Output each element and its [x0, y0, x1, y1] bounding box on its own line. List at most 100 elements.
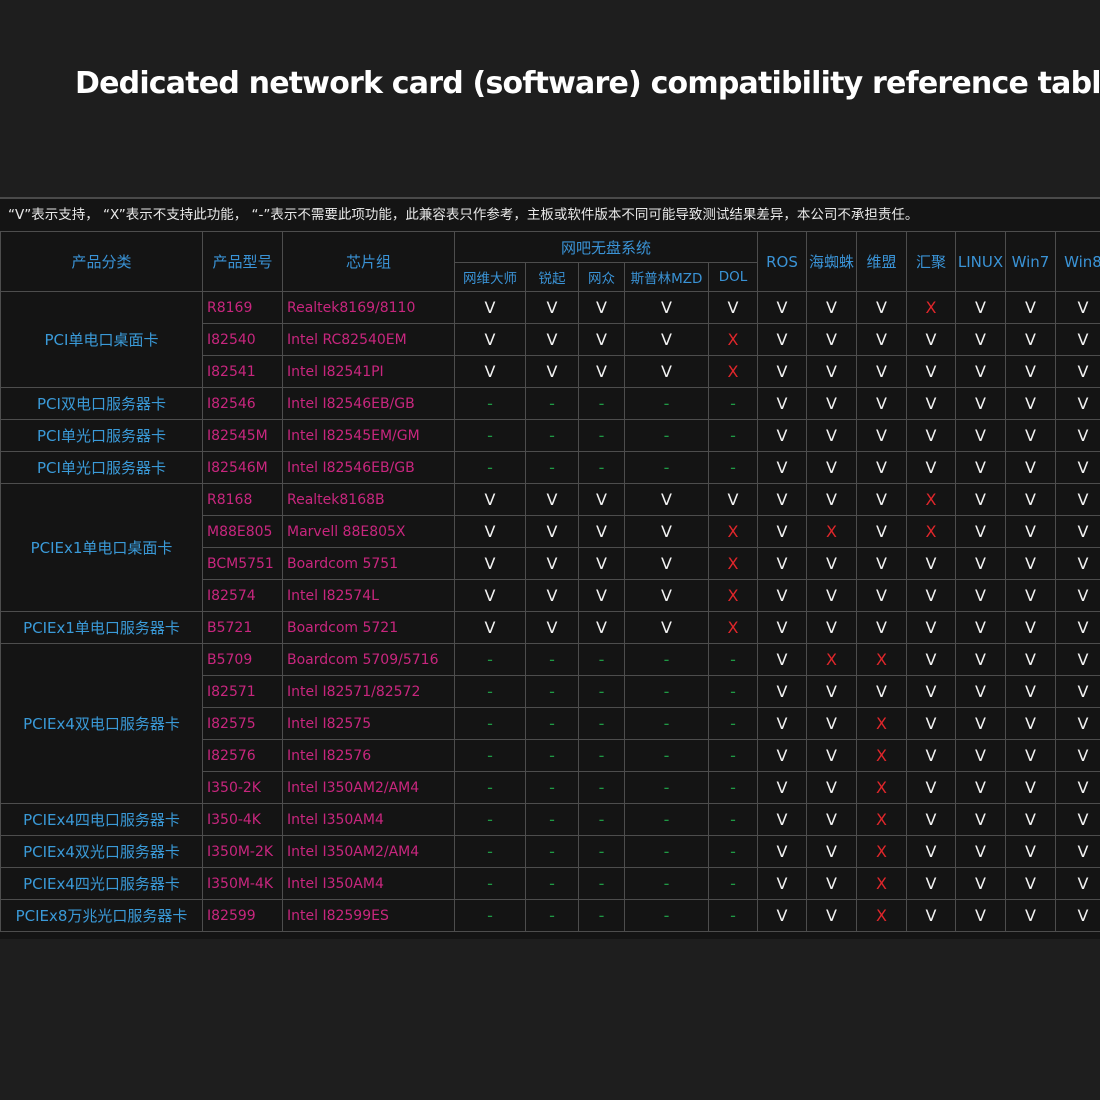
support-cell: V — [806, 547, 857, 580]
support-cell: V — [906, 707, 956, 740]
model-cell: M88E805 — [202, 515, 283, 548]
support-cell: V — [454, 355, 526, 388]
header-cell: LINUX — [955, 231, 1006, 292]
support-cell: V — [906, 451, 956, 484]
support-cell: V — [806, 835, 857, 868]
support-cell: V — [624, 515, 709, 548]
table-row: PCI单光口服务器卡 I82545M Intel I82545EM/GM - - - - - V… — [0, 419, 1100, 452]
support-cell: V — [757, 803, 807, 836]
table-row: I82540 Intel RC82540EM V V V V X V V V V V V V — [1, 323, 1100, 356]
support-cell: V — [1005, 835, 1056, 868]
support-cell: - — [708, 643, 758, 676]
support-cell: V — [454, 579, 526, 612]
support-cell: V — [955, 547, 1006, 580]
category-cell: PCI双电口服务器卡 — [0, 387, 203, 420]
support-cell: V — [1005, 323, 1056, 356]
support-cell: - — [624, 707, 709, 740]
chipset-cell: Boardcom 5721 — [282, 611, 455, 644]
support-cell: V — [757, 451, 807, 484]
model-cell: R8169 — [202, 291, 283, 324]
support-cell: - — [708, 803, 758, 836]
support-cell: V — [578, 611, 625, 644]
header-row: 产品分类 产品型号 芯片组 网吧无盘系统 ROS 海蜘蛛 维盟 汇聚 LINUX Win7 Win8 — [0, 231, 1100, 292]
support-cell: X — [856, 835, 907, 868]
support-cell: V — [856, 355, 907, 388]
support-cell: V — [906, 419, 956, 452]
support-cell: V — [806, 291, 857, 324]
support-cell: V — [757, 899, 807, 932]
support-cell: - — [454, 387, 526, 420]
support-cell: V — [1005, 643, 1056, 676]
chipset-cell: Realtek8168B — [282, 483, 455, 516]
support-cell: V — [525, 355, 579, 388]
support-cell: V — [955, 451, 1006, 484]
support-cell: V — [856, 547, 907, 580]
support-cell: - — [624, 675, 709, 708]
support-cell: V — [955, 355, 1006, 388]
support-cell: V — [757, 547, 807, 580]
support-cell: V — [1055, 899, 1100, 932]
support-cell: V — [856, 515, 907, 548]
support-cell: X — [856, 803, 907, 836]
support-cell: V — [955, 387, 1006, 420]
support-cell: V — [1005, 707, 1056, 740]
support-cell: V — [624, 291, 709, 324]
support-cell: - — [708, 707, 758, 740]
chipset-cell: Intel I82545EM/GM — [282, 419, 455, 452]
chipset-cell: Intel I82546EB/GB — [282, 387, 455, 420]
support-cell: V — [856, 483, 907, 516]
support-cell: V — [1055, 643, 1100, 676]
table-row: PCIEx4四电口服务器卡 I350-4K Intel I350AM4- - - - - V V… — [0, 803, 1100, 836]
support-cell: - — [578, 707, 625, 740]
chipset-cell: Intel I82599ES — [282, 899, 455, 932]
table-row: I82541 Intel I82541PI V V V V X V V V V V V V — [1, 355, 1100, 388]
support-cell: V — [525, 611, 579, 644]
support-cell: V — [757, 771, 807, 804]
support-cell: V — [906, 835, 956, 868]
support-cell: V — [757, 675, 807, 708]
support-cell: V — [955, 515, 1006, 548]
support-cell: V — [1005, 291, 1056, 324]
support-cell: V — [955, 899, 1006, 932]
support-cell: X — [708, 611, 758, 644]
support-cell: V — [1055, 451, 1100, 484]
support-cell: - — [578, 675, 625, 708]
support-cell: - — [708, 835, 758, 868]
support-cell: V — [708, 291, 758, 324]
model-cell: I82546M — [202, 451, 283, 484]
support-cell: X — [856, 643, 907, 676]
model-cell: B5709 — [202, 643, 283, 676]
support-cell: V — [1055, 387, 1100, 420]
model-cell: I82599 — [202, 899, 283, 932]
header-cell: 网众 — [578, 262, 625, 292]
model-cell: I82571 — [202, 675, 283, 708]
support-cell: V — [806, 483, 857, 516]
chipset-cell: Intel I82574L — [282, 579, 455, 612]
support-cell: V — [955, 771, 1006, 804]
header-cell: 维盟 — [856, 231, 907, 292]
header-cell: 锐起 — [525, 262, 579, 292]
header-cell: 海蜘蛛 — [806, 231, 857, 292]
support-cell: V — [1055, 771, 1100, 804]
support-cell: - — [708, 899, 758, 932]
support-cell: V — [806, 771, 857, 804]
support-cell: V — [856, 611, 907, 644]
model-cell: I82576 — [202, 739, 283, 772]
support-cell: V — [1055, 707, 1100, 740]
support-cell: V — [1055, 835, 1100, 868]
support-cell: X — [708, 323, 758, 356]
support-cell: V — [906, 323, 956, 356]
support-cell: - — [578, 643, 625, 676]
category-cell: PCIEx1单电口服务器卡 — [0, 611, 203, 644]
support-cell: V — [1055, 675, 1100, 708]
support-cell: V — [906, 547, 956, 580]
support-cell: - — [708, 867, 758, 900]
header-cell: 产品分类 — [0, 231, 203, 292]
chipset-cell: Realtek8169/8110 — [282, 291, 455, 324]
category-cell: PCI单光口服务器卡 — [0, 451, 203, 484]
support-cell: V — [454, 291, 526, 324]
support-cell: V — [955, 323, 1006, 356]
support-cell: V — [578, 291, 625, 324]
model-cell: BCM5751 — [202, 547, 283, 580]
model-cell: B5721 — [202, 611, 283, 644]
